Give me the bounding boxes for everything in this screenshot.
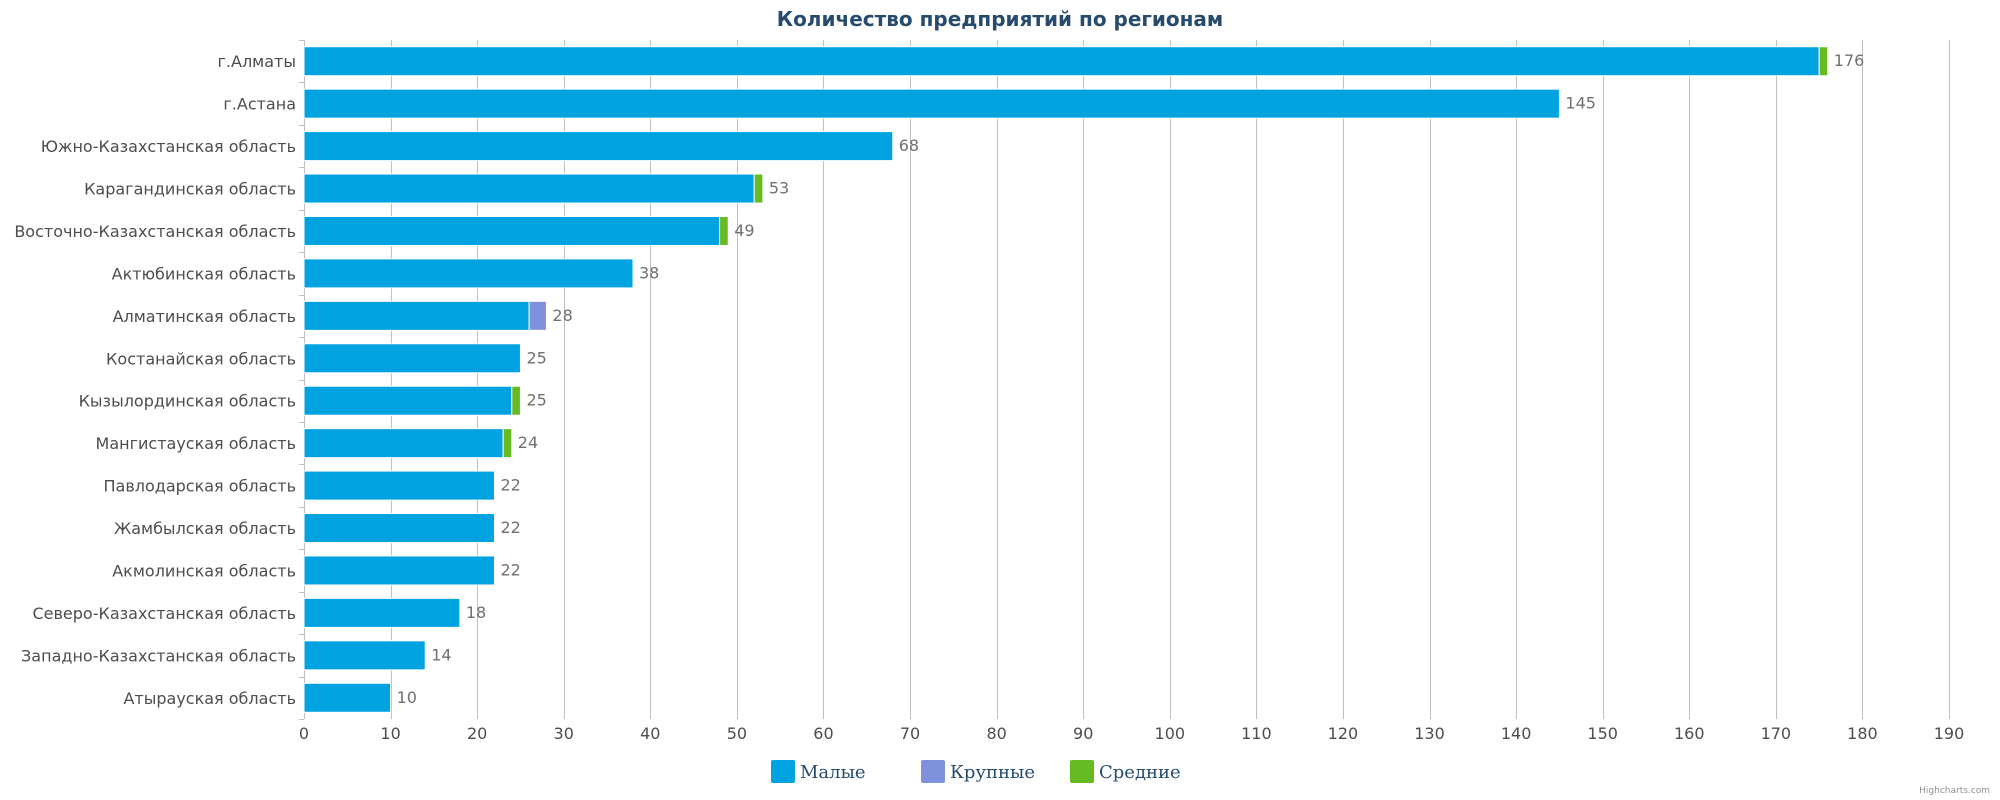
bar-segment[interactable]: [303, 46, 1820, 77]
bar-segment[interactable]: [303, 682, 392, 713]
tick-label: 50: [727, 724, 747, 743]
tick-label: 160: [1674, 724, 1705, 743]
tick-label: 110: [1241, 724, 1272, 743]
bar-segment[interactable]: [303, 173, 755, 204]
category-label: г.Астана: [223, 95, 296, 114]
category-label: Костанайская область: [106, 349, 296, 368]
legend-item[interactable]: Крупные: [921, 760, 1035, 783]
category-label: Восточно-Казахстанская область: [14, 222, 296, 241]
data-label: 176: [1834, 51, 1865, 70]
bar-segment[interactable]: [303, 343, 521, 374]
legend-swatch: [771, 760, 795, 783]
legend-label: Крупные: [950, 762, 1035, 783]
bar-segment[interactable]: [303, 470, 495, 501]
tick-label: 170: [1761, 724, 1792, 743]
category-label: Жамбылская область: [114, 519, 296, 538]
data-label: 25: [526, 348, 546, 367]
data-label: 25: [526, 391, 546, 410]
data-labels: 176 145 68 53 49 38 28 25 25 24 22 22 22 18 14 10: [397, 51, 1865, 707]
tick-label: 30: [554, 724, 574, 743]
tick-label: 130: [1414, 724, 1445, 743]
data-label: 68: [899, 136, 919, 155]
data-label: 10: [397, 688, 417, 707]
bar-segment[interactable]: [511, 385, 521, 416]
tick-label: 150: [1587, 724, 1618, 743]
category-label: Актюбинская область: [112, 264, 296, 283]
bar-segment[interactable]: [753, 173, 764, 204]
category-label: Карагандинская область: [84, 180, 296, 199]
tick-label: 140: [1501, 724, 1532, 743]
legend-label: Малые: [800, 762, 866, 783]
bar-segment[interactable]: [719, 215, 729, 246]
tick-label: 180: [1847, 724, 1878, 743]
category-label: г.Алматы: [218, 52, 297, 71]
chart-title: Количество предприятий по регионам: [777, 7, 1224, 31]
tick-label: 20: [467, 724, 487, 743]
category-label: Кызылординская область: [79, 392, 296, 411]
data-label: 28: [552, 306, 572, 325]
tick-label: 0: [299, 724, 309, 743]
tick-label: 10: [380, 724, 400, 743]
bar-segment[interactable]: [303, 597, 461, 628]
category-label: Западно-Казахстанская область: [21, 646, 296, 665]
bar-segment[interactable]: [303, 555, 495, 586]
tick-label: 80: [986, 724, 1006, 743]
category-label: Акмолинская область: [112, 561, 296, 580]
category-label: Южно-Казахстанская область: [41, 137, 296, 156]
legend: Малые Крупные Средние: [771, 760, 1181, 783]
data-label: 22: [500, 560, 520, 579]
legend-swatch: [921, 760, 945, 783]
category-label: Северо-Казахстанская область: [32, 604, 296, 623]
bar-segment[interactable]: [303, 640, 426, 671]
credits[interactable]: Highcharts.com: [1919, 786, 1990, 796]
tick-label: 190: [1934, 724, 1965, 743]
bar-segment[interactable]: [528, 300, 547, 331]
bar-segment[interactable]: [303, 300, 530, 331]
data-label: 24: [518, 433, 538, 452]
bars-layer: [303, 46, 1829, 713]
data-label: 53: [769, 179, 789, 198]
tick-label: 70: [900, 724, 920, 743]
bar-segment[interactable]: [502, 428, 513, 459]
data-label: 22: [500, 476, 520, 495]
data-label: 18: [466, 603, 486, 622]
bar-segment[interactable]: [303, 258, 634, 289]
category-label: Мангистауская область: [96, 434, 296, 453]
tick-label: 40: [640, 724, 660, 743]
bar-segment[interactable]: [303, 385, 513, 416]
category-label: Алматинская область: [113, 307, 296, 326]
data-label: 38: [639, 263, 659, 282]
category-label: Атырауская область: [123, 689, 296, 708]
data-label: 22: [500, 518, 520, 537]
bar-segment[interactable]: [303, 428, 504, 459]
category-label: Павлодарская область: [103, 477, 296, 496]
bar-segment[interactable]: [303, 88, 1560, 119]
data-label: 145: [1565, 94, 1596, 113]
legend-item[interactable]: Средние: [1070, 760, 1181, 783]
tick-label: 120: [1328, 724, 1359, 743]
data-label: 49: [734, 221, 754, 240]
bar-segment[interactable]: [303, 215, 721, 246]
tick-label: 60: [813, 724, 833, 743]
tick-label: 100: [1155, 724, 1186, 743]
bar-segment[interactable]: [1818, 46, 1829, 77]
legend-swatch: [1070, 760, 1094, 783]
value-axis-tick-labels: 0 10 20 30 40 50 60 70 80 90 100 110 120 130 140 150 160…: [299, 724, 1964, 743]
category-axis-labels: г.Алматы г.Астана Южно-Казахстанская облас…: [14, 52, 296, 708]
tick-label: 90: [1073, 724, 1093, 743]
data-label: 14: [431, 645, 451, 664]
bar-segment[interactable]: [303, 513, 495, 544]
legend-label: Средние: [1099, 762, 1181, 783]
legend-item[interactable]: Малые: [771, 760, 866, 783]
bar-segment[interactable]: [303, 131, 894, 162]
